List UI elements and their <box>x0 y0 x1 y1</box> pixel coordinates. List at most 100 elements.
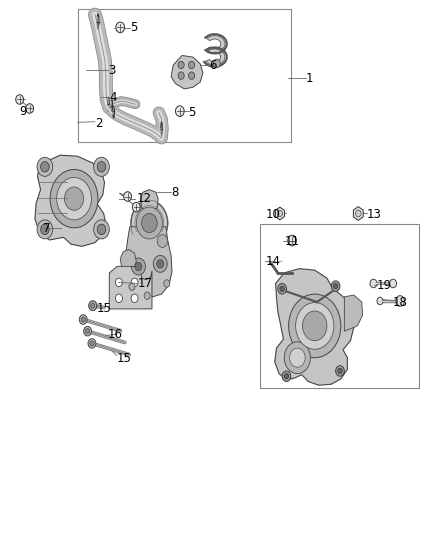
Circle shape <box>37 157 53 176</box>
Circle shape <box>97 161 106 172</box>
Circle shape <box>396 296 404 306</box>
Text: 3: 3 <box>108 64 115 77</box>
Circle shape <box>278 284 286 294</box>
Text: 12: 12 <box>136 192 151 205</box>
Circle shape <box>188 61 194 69</box>
Text: 16: 16 <box>108 328 123 341</box>
Circle shape <box>296 303 334 349</box>
Circle shape <box>90 341 94 346</box>
Text: 1: 1 <box>306 72 314 85</box>
Circle shape <box>81 317 85 322</box>
Circle shape <box>178 72 184 79</box>
Circle shape <box>88 338 96 348</box>
Circle shape <box>94 220 110 239</box>
Circle shape <box>131 201 168 245</box>
Polygon shape <box>276 207 284 220</box>
Circle shape <box>280 286 284 292</box>
Circle shape <box>89 301 97 311</box>
Circle shape <box>116 278 122 287</box>
Circle shape <box>85 328 90 334</box>
Bar <box>260 224 419 389</box>
Text: 14: 14 <box>266 255 281 268</box>
Circle shape <box>356 210 361 217</box>
Circle shape <box>144 292 150 300</box>
Circle shape <box>26 104 34 114</box>
Text: 8: 8 <box>171 186 179 199</box>
Circle shape <box>370 279 377 288</box>
Text: 15: 15 <box>117 352 131 365</box>
Circle shape <box>157 235 168 247</box>
Circle shape <box>157 260 164 268</box>
Polygon shape <box>206 49 225 65</box>
Circle shape <box>79 315 87 324</box>
Circle shape <box>89 301 97 311</box>
Circle shape <box>136 207 162 239</box>
Circle shape <box>288 235 297 246</box>
Circle shape <box>41 161 49 172</box>
Polygon shape <box>110 265 152 309</box>
Polygon shape <box>344 295 363 331</box>
Circle shape <box>64 187 84 211</box>
Circle shape <box>141 214 157 232</box>
Circle shape <box>153 255 167 272</box>
Circle shape <box>129 283 135 290</box>
Text: 6: 6 <box>209 59 217 71</box>
Circle shape <box>289 294 341 358</box>
Circle shape <box>124 192 131 201</box>
Circle shape <box>188 72 194 79</box>
Circle shape <box>338 368 342 374</box>
Circle shape <box>132 203 140 212</box>
Circle shape <box>178 61 184 69</box>
Text: 5: 5 <box>188 106 196 119</box>
Circle shape <box>37 220 53 239</box>
Text: 7: 7 <box>43 222 50 235</box>
Circle shape <box>284 342 311 374</box>
Circle shape <box>213 59 220 68</box>
Circle shape <box>336 366 344 376</box>
Circle shape <box>164 280 170 287</box>
Text: 2: 2 <box>95 117 102 130</box>
Circle shape <box>131 278 138 287</box>
Circle shape <box>91 303 95 309</box>
Circle shape <box>135 262 142 271</box>
Polygon shape <box>141 190 158 211</box>
Circle shape <box>390 279 396 288</box>
Circle shape <box>282 371 291 382</box>
Text: 13: 13 <box>367 208 382 221</box>
Circle shape <box>57 177 92 220</box>
Polygon shape <box>125 227 172 297</box>
Text: 5: 5 <box>130 21 137 35</box>
Circle shape <box>290 348 305 367</box>
Polygon shape <box>353 207 363 220</box>
Circle shape <box>131 258 145 275</box>
Text: 4: 4 <box>110 91 117 104</box>
Circle shape <box>333 284 338 289</box>
Circle shape <box>50 169 98 228</box>
Circle shape <box>16 95 24 104</box>
Circle shape <box>331 281 340 292</box>
Text: 11: 11 <box>284 235 299 247</box>
Polygon shape <box>35 155 106 246</box>
Polygon shape <box>207 36 225 52</box>
Circle shape <box>176 106 184 116</box>
Circle shape <box>84 326 92 336</box>
Text: 15: 15 <box>96 302 111 316</box>
Circle shape <box>94 157 110 176</box>
Circle shape <box>41 224 49 235</box>
Circle shape <box>277 211 283 216</box>
Bar <box>78 10 291 142</box>
Polygon shape <box>171 55 203 89</box>
Text: 17: 17 <box>137 277 152 290</box>
Polygon shape <box>120 249 136 266</box>
Text: 18: 18 <box>393 296 408 309</box>
Circle shape <box>377 297 383 305</box>
Text: 9: 9 <box>19 105 26 118</box>
Circle shape <box>116 294 122 303</box>
Circle shape <box>284 374 289 379</box>
Polygon shape <box>275 269 354 385</box>
Text: 19: 19 <box>377 279 392 292</box>
Text: 10: 10 <box>266 208 281 221</box>
Circle shape <box>97 224 106 235</box>
Circle shape <box>116 22 124 33</box>
Circle shape <box>131 294 138 303</box>
